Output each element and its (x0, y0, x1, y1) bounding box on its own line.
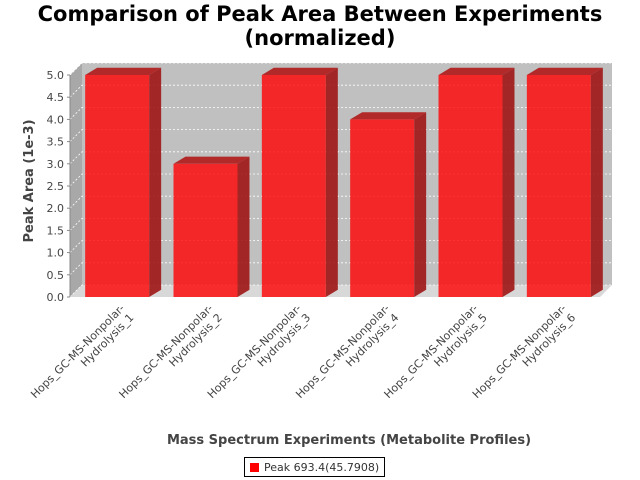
y-tick-label: 4.5 (47, 91, 65, 104)
y-tick-label: 1.0 (47, 247, 65, 260)
bar (350, 112, 427, 298)
bar-top (526, 67, 603, 75)
bar-side (590, 67, 603, 297)
y-tick-label: 0.5 (47, 269, 65, 282)
gridlines (69, 62, 612, 298)
legend: Peak 693.4(45.7908) (244, 457, 386, 477)
bar-front (173, 163, 238, 297)
y-tick-label: 5.0 (47, 69, 65, 82)
gridline (69, 151, 612, 165)
gridline (69, 195, 612, 209)
bar-top (173, 156, 250, 164)
bar-front (85, 75, 150, 297)
gridline (69, 173, 612, 187)
gridline (69, 262, 612, 276)
bar (261, 67, 338, 297)
bar-side (237, 156, 250, 297)
chart-title: Comparison of Peak Area Between Experime… (0, 2, 640, 50)
legend-label: Peak 693.4(45.7908) (264, 460, 380, 474)
bar (173, 156, 250, 297)
bar-top (261, 67, 338, 75)
bar (85, 67, 162, 297)
bar-side (325, 67, 338, 297)
gridline (69, 217, 612, 231)
y-tick-label: 3.0 (47, 158, 65, 171)
bars (85, 67, 603, 298)
bar (438, 67, 515, 297)
y-axis-title: Peak Area (1e-3) (22, 119, 37, 242)
bar-front (438, 75, 503, 297)
y-tick-label: 3.5 (47, 136, 65, 149)
bar-front (350, 119, 415, 298)
bar-front (526, 75, 591, 297)
bar-side (149, 67, 162, 297)
bar-top (85, 67, 162, 75)
chart-title-line-2: (normalized) (244, 26, 396, 50)
bar (526, 67, 603, 297)
y-tick-label: 1.5 (47, 224, 65, 237)
gridline (69, 62, 612, 76)
bar-top (438, 67, 515, 75)
y-tick-label: 4.0 (47, 113, 65, 126)
gridline (69, 240, 612, 253)
legend-swatch (250, 462, 259, 472)
bar-side (414, 112, 427, 297)
y-tick-label: 0.0 (47, 291, 65, 304)
y-tick-label: 2.0 (47, 202, 65, 215)
bar-top (350, 112, 427, 120)
x-axis: Hops_GC-MS-Nonpolar-Hydrolysis_1Hops_GC-… (28, 302, 578, 401)
x-tick-label-line: Hops_GC-MS-Nonpolar- (28, 302, 127, 401)
bar-front (261, 75, 326, 297)
gridline (69, 107, 612, 120)
gridline (69, 84, 612, 98)
bar-side (502, 67, 515, 297)
chart-title-line-1: Comparison of Peak Area Between Experime… (37, 2, 603, 26)
gridline (69, 129, 612, 142)
y-axis: 0.0 0.5 1.0 1.5 2.0 2.5 3.0 3.5 4.0 4.5 5.0 (47, 69, 71, 304)
y-tick-label: 2.5 (47, 180, 65, 193)
x-axis-title: Mass Spectrum Experiments (Metabolite Pr… (167, 433, 531, 448)
gridline (69, 284, 612, 298)
